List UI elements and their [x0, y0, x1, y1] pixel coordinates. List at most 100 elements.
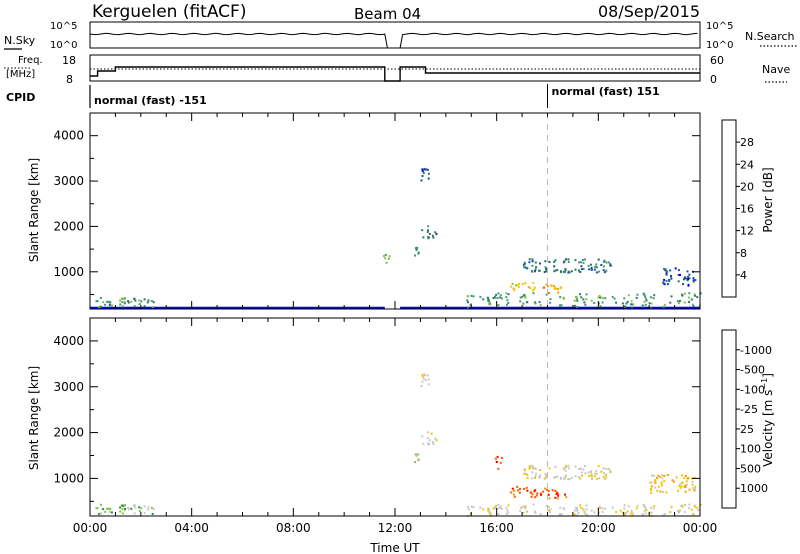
- power-echo-cell: [693, 293, 696, 296]
- velocity-echo-cell: [427, 383, 430, 386]
- power-echo-cell: [580, 296, 583, 299]
- velocity-echo-cell: [575, 508, 578, 511]
- power-echo-cell: [613, 297, 616, 300]
- velocity-echo-cell: [517, 489, 520, 492]
- velocity-echo-cell: [432, 442, 435, 445]
- velocity-ytick-label: 4000: [53, 334, 84, 348]
- velocity-echo-cell: [663, 512, 666, 515]
- power-echo-cell: [127, 300, 130, 302]
- power-echo-cell: [534, 268, 537, 271]
- power-echo-cell: [626, 300, 629, 303]
- power-echo-cell: [467, 301, 469, 304]
- velocity-echo-cell: [501, 456, 503, 459]
- power-echo-cell: [532, 292, 535, 295]
- power-echo-cell: [623, 297, 626, 300]
- power-echo-cell: [669, 301, 672, 304]
- velocity-echo-cell: [675, 476, 678, 479]
- velocity-echo-cell: [659, 490, 662, 493]
- power-echo-cell: [595, 266, 598, 269]
- power-echo-cell: [603, 259, 606, 262]
- power-echo-cell: [487, 297, 490, 300]
- velocity-echo-cell: [427, 442, 430, 445]
- noise-right-tick-bottom: 10^0: [706, 40, 733, 51]
- velocity-echo-cell: [496, 455, 499, 458]
- velocity-echo-cell: [681, 505, 684, 508]
- velocity-echo-cell: [506, 509, 509, 512]
- velocity-echo-region: [649, 474, 697, 494]
- velocity-echo-cell: [542, 490, 545, 493]
- power-echo-cell: [597, 258, 600, 261]
- power-echo-cell: [479, 295, 482, 298]
- velocity-echo-cell: [609, 471, 612, 473]
- velocity-echo-cell: [143, 505, 146, 508]
- power-echo-cell: [642, 305, 644, 308]
- velocity-echo-cell: [519, 487, 521, 490]
- power-echo-cell: [615, 301, 618, 304]
- velocity-echo-cell: [521, 506, 523, 509]
- nsearch-label: N.Search: [745, 30, 795, 43]
- velocity-echo-cell: [598, 477, 601, 480]
- power-echo-cell: [496, 296, 499, 299]
- power-echo-cell: [563, 297, 565, 300]
- power-echo-cell: [529, 287, 532, 290]
- velocity-echo-cell: [528, 464, 531, 467]
- velocity-echo-cell: [510, 491, 513, 494]
- power-echo-cell: [641, 304, 644, 307]
- power-echo-cell: [631, 303, 634, 306]
- velocity-echo-cell: [585, 504, 588, 507]
- velocity-echo-cell: [677, 489, 680, 492]
- velocity-echo-cell: [544, 487, 547, 490]
- power-echo-cell: [665, 273, 668, 276]
- power-echo-cell: [683, 301, 686, 304]
- power-echo-cell: [506, 299, 509, 302]
- power-echo-cell: [533, 301, 536, 304]
- velocity-echo-cell: [533, 510, 536, 513]
- velocity-echo-cell: [588, 474, 591, 477]
- power-echo-cell: [499, 294, 502, 297]
- power-echo-cell: [590, 266, 593, 269]
- velocity-echo-cell: [565, 464, 567, 467]
- power-echo-cell: [90, 306, 385, 309]
- velocity-echo-cell: [669, 511, 672, 514]
- velocity-echo-cell: [590, 509, 593, 512]
- velocity-echo-cell: [690, 508, 693, 511]
- velocity-echo-cell: [530, 495, 533, 498]
- velocity-echo-cell: [663, 480, 666, 483]
- power-echo-cell: [598, 302, 600, 305]
- freq-left-tick-top: 18: [62, 54, 76, 67]
- power-echo-cell: [507, 293, 510, 296]
- power-echo-cell: [600, 264, 603, 266]
- velocity-echo-cell: [563, 477, 566, 480]
- velocity-echo-cell: [670, 506, 673, 509]
- velocity-echo-cell: [567, 464, 570, 467]
- velocity-echo-cell: [122, 504, 125, 507]
- power-echo-cell: [557, 291, 560, 294]
- power-echo-cell: [510, 285, 513, 288]
- velocity-echo-cell: [138, 510, 141, 513]
- velocity-echo-cell: [531, 471, 534, 474]
- velocity-echo-cell: [99, 513, 102, 515]
- power-echo-cell: [648, 302, 651, 305]
- velocity-echo-cell: [661, 484, 663, 487]
- velocity-echo-cell: [497, 503, 500, 506]
- power-echo-cell: [414, 247, 417, 250]
- power-echo-cell: [624, 305, 627, 308]
- velocity-echo-cell: [107, 507, 110, 510]
- freq-panel-frame: [89, 54, 701, 82]
- velocity-echo-cell: [650, 489, 653, 492]
- power-echo-cell: [400, 306, 700, 309]
- velocity-echo-region: [420, 373, 430, 388]
- velocity-echo-cell: [576, 507, 579, 509]
- velocity-echo-cell: [110, 511, 113, 514]
- power-echo-region: [400, 306, 700, 309]
- velocity-echo-cell: [140, 507, 143, 510]
- velocity-echo-cell: [519, 507, 522, 510]
- velocity-echo-cell: [691, 480, 694, 483]
- power-echo-cell: [603, 271, 606, 274]
- power-echo-cell: [685, 277, 687, 280]
- velocity-echo-cell: [121, 508, 124, 511]
- velocity-echo-cell: [650, 474, 653, 477]
- power-echo-cell: [435, 233, 438, 236]
- power-echo-cell: [644, 303, 647, 306]
- velocity-echo-cell: [688, 488, 691, 491]
